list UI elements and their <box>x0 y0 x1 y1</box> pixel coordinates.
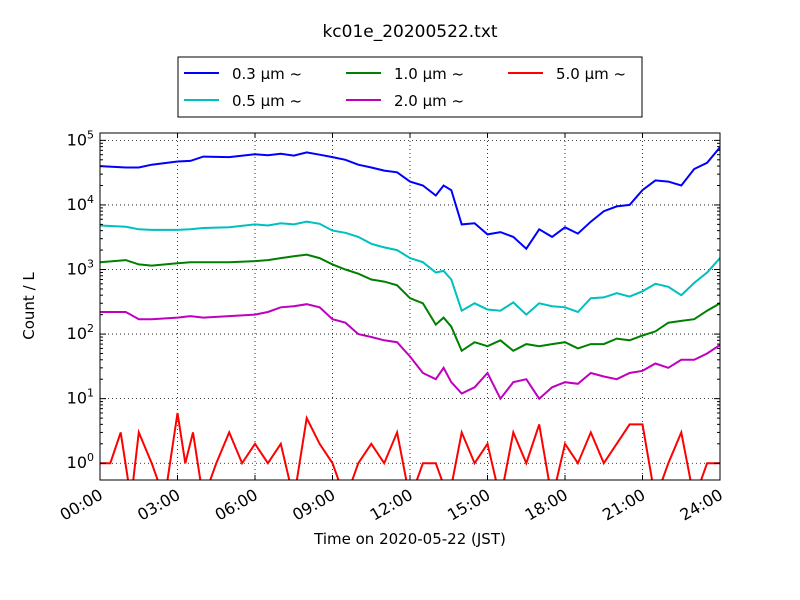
x-tick-label: 12:00 <box>367 485 416 525</box>
x-tick-label: 09:00 <box>289 485 338 525</box>
y-tick-label: 101 <box>67 387 94 408</box>
y-tick-label: 102 <box>67 322 94 343</box>
legend: 0.3 μm ~ 0.5 μm ~ 1.0 μm ~ 2.0 μm ~ 5.0 μm ~ <box>177 56 643 118</box>
series-line-3 <box>100 303 720 401</box>
legend-label-4: 5.0 μm ~ <box>556 65 626 83</box>
series-line-4 <box>100 412 720 480</box>
x-axis: 00:00 03:00 06:00 09:00 12:00 15:00 18:00 21:00… <box>57 133 726 525</box>
y-axis: 100 101 102 103 104 105 <box>67 128 720 472</box>
y-axis-label: Count / L <box>20 272 38 340</box>
grid-lines <box>100 133 720 480</box>
legend-label-1: 0.5 μm ~ <box>232 92 302 110</box>
series-line-0 <box>100 146 720 251</box>
series-lines <box>100 146 720 480</box>
x-tick-label: 21:00 <box>599 485 648 525</box>
x-tick-label: 03:00 <box>134 485 183 525</box>
y-tick-label: 103 <box>67 258 94 279</box>
x-tick-label: 15:00 <box>444 485 493 525</box>
x-tick-label: 00:00 <box>57 485 106 525</box>
y-tick-label: 105 <box>67 128 94 149</box>
legend-label-3: 2.0 μm ~ <box>394 92 464 110</box>
chart-title: kc01e_20200522.txt <box>322 22 497 42</box>
legend-label-2: 1.0 μm ~ <box>394 65 464 83</box>
series-line-2 <box>100 253 720 353</box>
x-tick-label: 24:00 <box>677 485 726 525</box>
y-tick-label: 100 <box>67 451 94 472</box>
series-line-1 <box>100 220 720 316</box>
x-tick-label: 06:00 <box>212 485 261 525</box>
y-tick-label: 104 <box>67 193 94 214</box>
legend-label-0: 0.3 μm ~ <box>232 65 302 83</box>
x-tick-label: 18:00 <box>522 485 571 525</box>
x-axis-label: Time on 2020-05-22 (JST) <box>313 530 506 548</box>
legend-frame <box>177 56 643 118</box>
